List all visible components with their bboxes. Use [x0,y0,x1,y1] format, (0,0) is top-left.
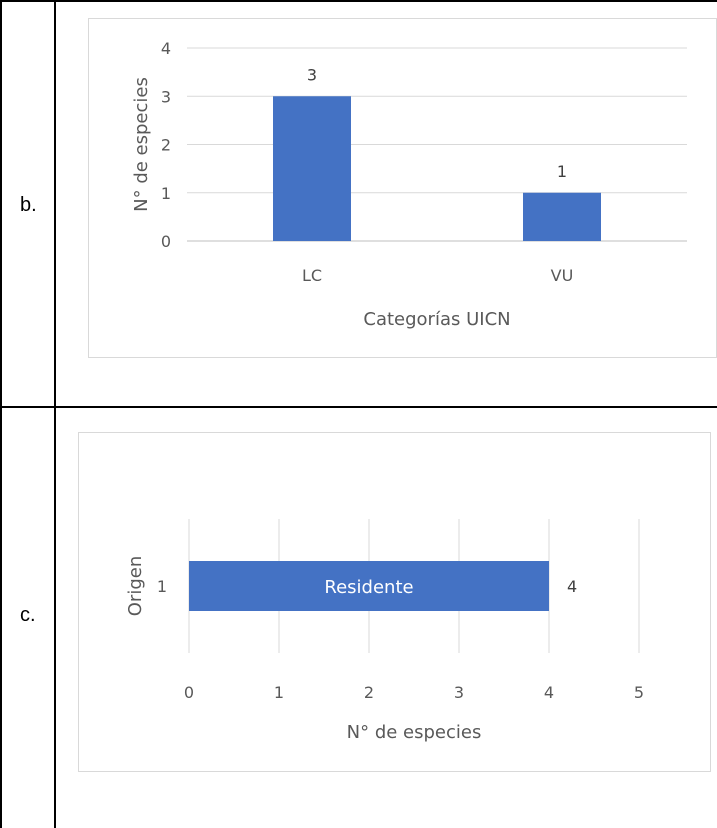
chart-c-svg: 0 1 2 3 4 5 Residente 4 1 N° de especies Origen [125,519,644,743]
bar-inner-label: Residente [324,577,413,598]
chart-c-frame: 0 1 2 3 4 5 Residente 4 1 N° de especies Origen [78,432,711,772]
x-tick-label: LC [302,266,322,285]
table-border-left [0,0,2,828]
bar [273,96,351,241]
y-tick-label: 4 [161,39,171,58]
x-tick-label: 0 [184,683,194,702]
table-border-top [0,0,717,2]
y-tick-label: 2 [161,136,171,155]
chart-b-frame: 0 1 2 3 4 3 LC 1 VU Categorías UICN N° de especies [88,18,717,358]
y-axis-title: N° de especies [131,77,152,212]
bar [189,561,549,611]
data-label: 3 [307,65,317,84]
chart-b-svg: 0 1 2 3 4 3 LC 1 VU Categorías UICN N° de especies [131,39,687,330]
x-tick-label: 5 [634,683,644,702]
x-tick-label: 1 [274,683,284,702]
x-tick-label: VU [551,266,574,285]
table-column-divider [54,0,56,828]
y-tick-label: 1 [157,577,167,596]
y-tick-label: 1 [161,184,171,203]
x-tick-label: 2 [364,683,374,702]
x-tick-label: 4 [544,683,554,702]
y-axis-title: Origen [125,556,146,616]
x-tick-label: 3 [454,683,464,702]
row-label-c: c. [20,604,36,626]
data-label: 1 [557,162,567,181]
row-label-b: b. [20,194,37,216]
y-tick-label: 0 [161,232,171,251]
x-axis-title: N° de especies [347,722,482,743]
x-axis-title: Categorías UICN [363,309,510,330]
data-label: 4 [567,577,577,596]
y-tick-label: 3 [161,87,171,106]
table-row-divider [0,406,717,408]
bar [523,192,601,241]
